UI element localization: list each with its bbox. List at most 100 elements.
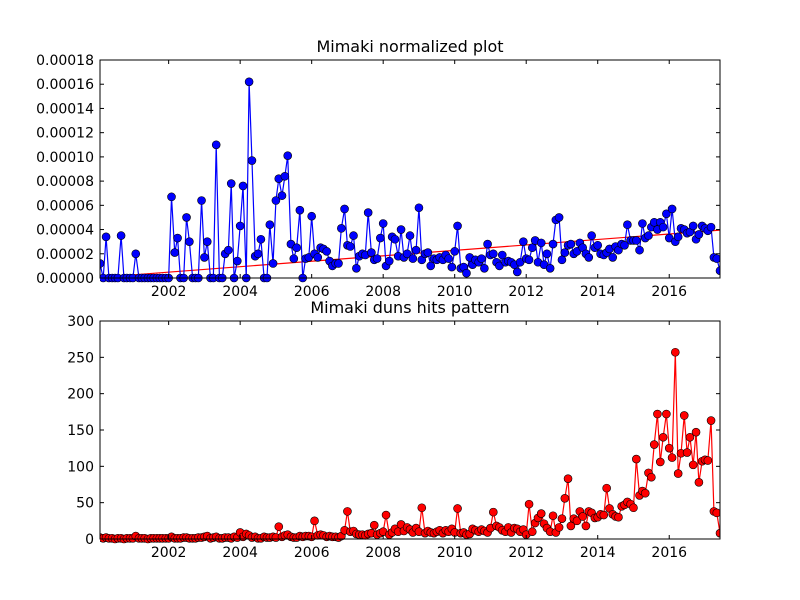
x-tick-label: 2010 [437,284,473,300]
marker [673,469,683,478]
x-tick-label: 2016 [651,284,687,300]
chart-title: Mimaki duns hits pattern [310,298,509,317]
marker [200,253,209,262]
marker [197,196,206,205]
marker [644,231,653,240]
marker [599,510,609,520]
y-tick-label: 0.00008 [36,174,94,190]
marker [426,261,436,271]
x-tick-label: 2012 [508,545,544,561]
marker [688,460,698,470]
marker [202,237,212,246]
marker [280,171,290,181]
marker [167,192,176,202]
marker [578,512,587,521]
marker [131,249,141,259]
x-tick-label: 2006 [294,284,330,300]
marker [337,224,346,233]
marker [334,259,343,268]
marker [524,255,534,265]
marker [679,411,689,420]
marker [173,233,182,243]
marker [384,256,394,266]
marker [292,243,301,253]
marker [706,222,716,232]
marker [662,409,671,419]
marker [655,457,665,467]
marker [524,499,534,509]
x-tick-label: 2008 [365,284,401,300]
x-tick-label: 2016 [651,545,687,561]
marker [116,231,126,240]
axes-frame [99,59,721,279]
marker [566,239,576,249]
marker [712,254,720,263]
marker [587,231,596,240]
marker [554,523,564,532]
marker [349,231,358,240]
y-tick-label: 50 [76,496,94,512]
marker [489,249,498,259]
y-tick-label: 0.00014 [36,101,94,117]
marker [602,483,611,493]
y-tick-label: 0.00010 [36,150,94,166]
marker [527,527,537,537]
marker [477,254,486,263]
x-tick-label: 2010 [437,545,473,561]
marker [566,521,576,531]
marker [453,504,462,513]
marker [706,416,716,425]
marker [512,267,522,277]
marker [483,239,492,249]
marker [658,222,668,232]
marker [614,512,623,522]
marker [462,268,471,278]
marker [673,232,683,242]
marker [453,221,462,231]
marker [256,234,266,244]
marker [572,516,582,526]
marker [560,494,570,503]
marker [363,208,373,217]
marker [536,509,546,518]
marker [640,488,650,498]
marker [497,250,507,260]
marker [247,156,257,165]
marker [632,454,641,464]
marker [265,220,275,230]
marker [653,409,662,419]
marker [548,239,558,249]
marker [581,521,591,531]
marker [647,472,656,482]
marker [310,516,319,526]
y-tick-label: 100 [67,459,94,475]
marker [489,507,498,517]
marker [536,238,546,248]
y-tick-label: 0.00002 [36,247,94,263]
marker [685,432,695,442]
marker [295,205,305,215]
marker [620,241,629,250]
marker [372,254,382,263]
marker [367,248,376,257]
marker [100,259,105,268]
marker [667,453,677,462]
y-tick-label: 200 [67,387,94,403]
marker [238,181,248,191]
x-tick-label: 2004 [222,545,258,561]
marker [608,253,618,262]
marker [307,211,316,221]
marker [322,247,331,256]
marker [405,231,415,240]
y-tick-label: 0.00016 [36,77,94,93]
x-tick-label: 2012 [508,284,544,300]
marker [563,474,573,483]
marker [557,255,567,265]
marker [340,204,349,214]
marker [411,245,421,255]
marker [712,508,720,518]
marker [715,266,720,276]
marker [557,514,567,523]
marker [423,248,433,257]
x-tick-label: 2014 [580,545,616,561]
